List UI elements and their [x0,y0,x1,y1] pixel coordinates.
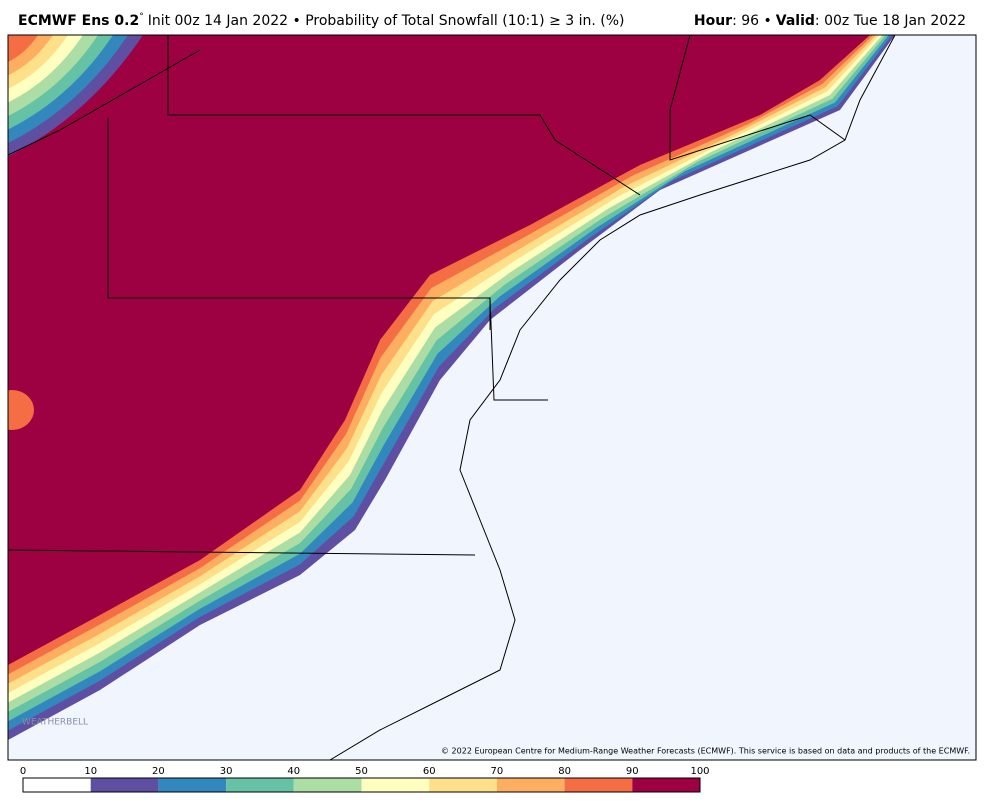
colorbar-tick-label: 50 [355,766,368,777]
coastline [329,35,896,760]
copyright: © 2022 European Centre for Medium-Range … [441,747,970,756]
colorbar-segment [496,778,565,792]
degree: ° [139,12,144,22]
valid-label: Valid [776,13,815,29]
colorbar-segment [429,778,497,792]
colorbar-tick-label: 60 [423,766,436,777]
colorbar-tick-label: 20 [152,766,165,777]
colorbar-segment [90,778,159,792]
colorbar-frame [22,777,701,793]
model: ECMWF Ens 0.2 [18,13,139,29]
borders [8,35,896,760]
colorbar-segment [361,778,430,792]
band [8,35,976,760]
colorbar-tick-label: 30 [220,766,233,777]
colorbar-tick-label: 90 [626,766,639,777]
watermark: WEATHERBELL [22,718,88,728]
colorbar-tick-label: 10 [84,766,97,777]
corner-band [8,35,38,62]
hour-value: : 96 • [732,13,772,29]
colorbar-segment [158,778,227,792]
valid-value: : 00z Tue 18 Jan 2022 [815,13,966,29]
map [8,35,976,760]
valid-info: Hour: 96 • Valid: 00z Tue 18 Jan 2022 [694,13,966,29]
colorbar-tick-label: 70 [491,766,504,777]
colorbar-segment [293,778,362,792]
blob [8,390,34,430]
state-lines [8,35,846,556]
colorbar-tick-label: 80 [558,766,571,777]
colorbar: 0 10 20 30 40 50 60 70 80 90 100 [20,766,710,793]
colorbar-tick-label: 100 [690,766,709,777]
title: ECMWF Ens 0.2° Init 00z 14 Jan 2022 • Pro… [18,12,625,30]
colorbar-segment [632,778,700,792]
map-frame [7,34,977,761]
colorbar-segment [564,778,633,792]
description: Init 00z 14 Jan 2022 • Probability of To… [148,13,625,29]
colorbar-segment [23,778,91,792]
colorbar-tick-label: 40 [287,766,300,777]
colorbar-tick-label: 0 [20,766,26,777]
hour-label: Hour [694,13,732,29]
colorbar-segment [226,778,294,792]
